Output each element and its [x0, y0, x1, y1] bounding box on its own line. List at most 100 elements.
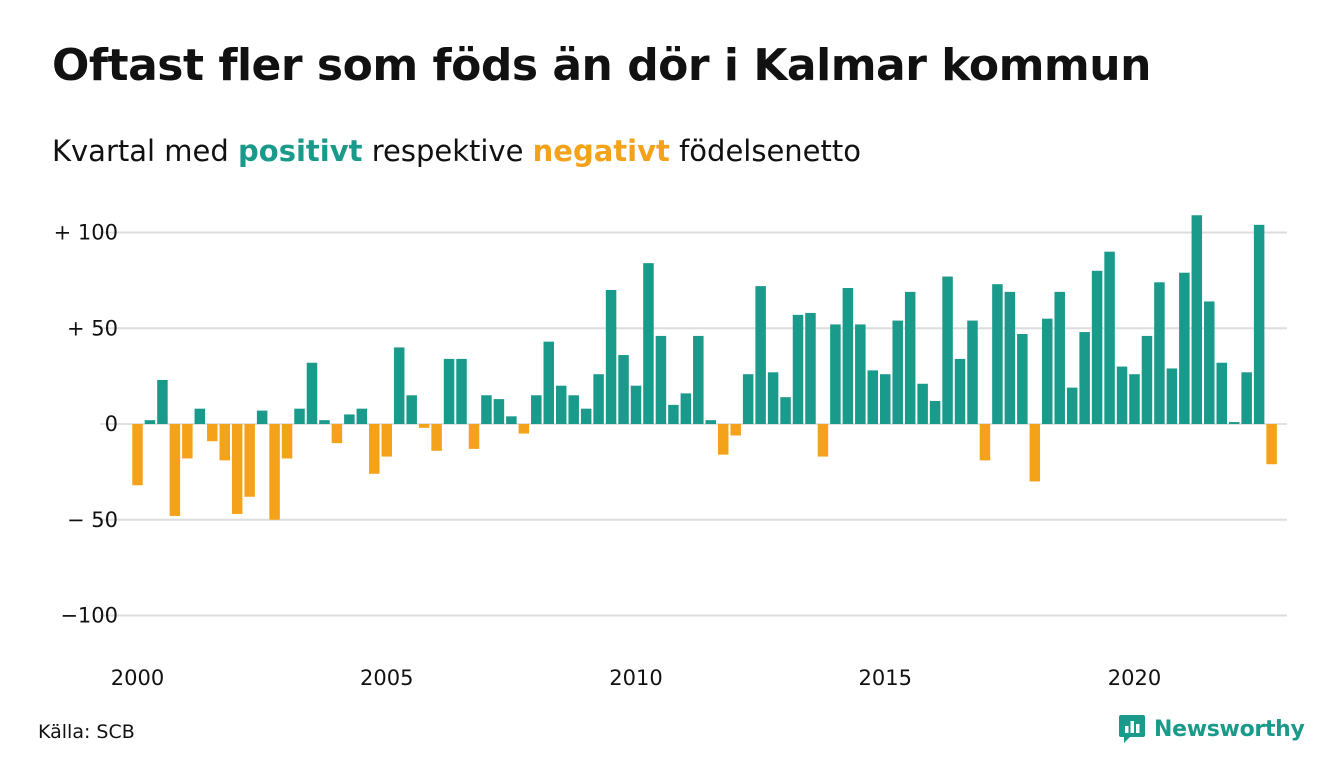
bar — [269, 424, 280, 520]
bar — [954, 358, 966, 424]
bar — [543, 341, 555, 424]
y-tick-label: + 100 — [54, 221, 118, 245]
subtitle-positive: positivt — [238, 134, 363, 168]
bar — [555, 385, 567, 424]
bar — [618, 355, 629, 424]
y-axis-labels: + 100 + 50 0 − 50 −100 — [54, 221, 118, 628]
bar — [1266, 424, 1277, 465]
bar — [456, 358, 467, 424]
bar — [1129, 374, 1140, 424]
bar — [281, 424, 293, 459]
bar — [331, 424, 343, 444]
bar — [568, 395, 579, 424]
bar — [1116, 366, 1128, 424]
bar — [880, 374, 891, 424]
bar — [518, 424, 530, 434]
bar — [157, 379, 168, 424]
x-tick-label: 2015 — [859, 666, 912, 690]
bar — [967, 320, 978, 424]
newsworthy-logo[interactable]: Newsworthy — [1118, 714, 1305, 744]
bar — [767, 372, 779, 424]
bar — [369, 424, 380, 474]
bar — [1066, 387, 1078, 424]
bar — [182, 424, 193, 459]
bar — [867, 370, 879, 424]
bar — [593, 374, 604, 424]
bar — [717, 424, 729, 455]
bar — [742, 374, 754, 424]
bar — [780, 397, 791, 424]
bar — [942, 276, 953, 424]
subtitle-suffix: födelsenetto — [679, 134, 861, 168]
bar — [1253, 224, 1265, 424]
bar — [904, 291, 916, 424]
bar — [830, 324, 841, 424]
chart-title: Oftast fler som föds än dör i Kalmar kom… — [52, 40, 1151, 91]
bar — [668, 404, 679, 424]
bar — [506, 416, 517, 424]
newsworthy-logo-text: Newsworthy — [1154, 716, 1305, 742]
bar — [1216, 362, 1227, 424]
subtitle-middle: respektive — [371, 134, 524, 168]
bar — [1004, 291, 1016, 424]
bar — [630, 385, 642, 424]
bar — [1204, 301, 1215, 424]
bar — [1191, 215, 1203, 424]
y-tick-label: 0 — [105, 412, 118, 436]
bar — [132, 424, 143, 486]
source-note: Källa: SCB — [38, 721, 135, 743]
bar — [144, 420, 156, 424]
bar — [693, 335, 704, 424]
bar — [605, 289, 617, 424]
bar — [1042, 318, 1053, 425]
bar — [468, 424, 480, 449]
bar — [817, 424, 829, 457]
bar — [805, 312, 816, 424]
bar — [294, 408, 305, 424]
x-tick-label: 2020 — [1108, 666, 1161, 690]
bar — [979, 424, 991, 461]
bar — [393, 347, 405, 424]
bar — [1154, 282, 1165, 424]
bar — [855, 324, 866, 424]
bar — [344, 414, 355, 424]
bar — [643, 263, 654, 424]
y-tick-label: − 50 — [67, 508, 118, 532]
bar — [219, 424, 230, 461]
bar — [1017, 334, 1028, 424]
bar — [1079, 332, 1090, 424]
bar — [381, 424, 392, 457]
subtitle-negative: negativt — [532, 134, 670, 168]
bar — [1179, 272, 1190, 424]
bar — [992, 284, 1003, 424]
bar — [169, 424, 181, 516]
bar — [418, 424, 430, 428]
bar — [1104, 251, 1115, 424]
bar — [231, 424, 243, 514]
newsworthy-logo-icon — [1119, 715, 1145, 743]
bar — [1141, 335, 1153, 424]
subtitle-prefix: Kvartal med — [52, 134, 229, 168]
bar — [730, 424, 741, 436]
bar — [481, 395, 492, 424]
bar — [244, 424, 255, 497]
bar — [406, 395, 417, 424]
bar — [892, 320, 903, 424]
bar — [443, 358, 455, 424]
bar — [655, 335, 667, 424]
x-axis-labels: 2000 2005 2010 2015 2020 — [111, 666, 1161, 690]
bar — [194, 408, 206, 424]
x-tick-label: 2000 — [111, 666, 164, 690]
bar — [493, 399, 505, 424]
bar — [356, 408, 368, 424]
bar — [1054, 291, 1065, 424]
bar — [929, 401, 941, 424]
bar — [431, 424, 442, 451]
bar — [580, 408, 592, 424]
bar — [842, 288, 854, 424]
bar — [1228, 422, 1240, 424]
bar — [207, 424, 218, 442]
bar — [531, 395, 542, 424]
bar — [1241, 372, 1252, 424]
